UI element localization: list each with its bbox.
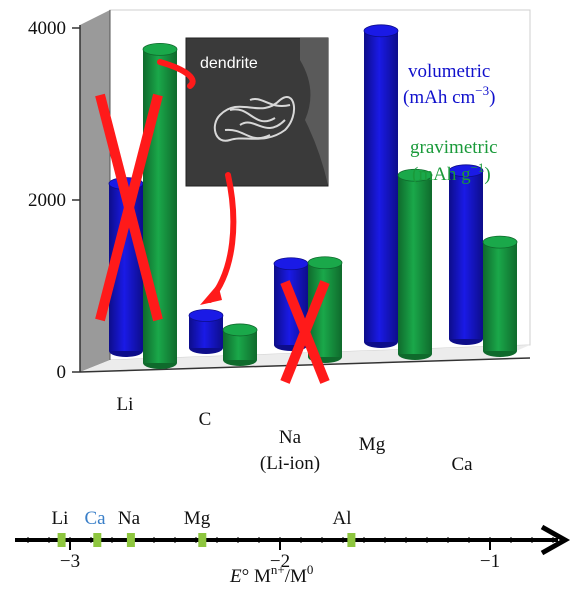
x-axis-line bbox=[79, 357, 531, 373]
bar-ca-volumetric bbox=[448, 164, 484, 345]
category-labels: Li C Na (Li-ion) Mg Ca bbox=[117, 394, 474, 475]
legend-gravimetric-line2: (mAh g−1) bbox=[412, 160, 491, 185]
bar-top bbox=[188, 309, 224, 322]
bar-top bbox=[363, 24, 399, 38]
bar-body bbox=[364, 30, 398, 342]
cross-out-na bbox=[280, 280, 330, 384]
bar-top bbox=[397, 168, 433, 182]
bar-c-volumetric bbox=[188, 309, 224, 354]
potential-tick-label: −3 bbox=[60, 551, 80, 572]
arrow-head bbox=[200, 284, 222, 305]
category-label-na: Na bbox=[279, 427, 302, 448]
potential-marker-na bbox=[126, 533, 135, 547]
bar-top bbox=[482, 235, 518, 249]
inset-dendrite-structure bbox=[213, 96, 296, 142]
potential-marker-ca bbox=[93, 533, 102, 547]
bar-li-gravimetric bbox=[142, 42, 178, 369]
cross-out-group bbox=[95, 93, 330, 384]
bar-top bbox=[273, 257, 309, 271]
bar-mg-volumetric bbox=[363, 24, 399, 348]
dendrite-inset: dendrite bbox=[185, 37, 329, 187]
bar-body bbox=[398, 175, 432, 354]
inset-substrate bbox=[300, 38, 328, 185]
potential-marker-label-na: Na bbox=[118, 508, 141, 529]
legend-volumetric-line1: volumetric bbox=[408, 61, 490, 82]
bar-body bbox=[449, 170, 483, 339]
bar-mg-gravimetric bbox=[397, 168, 433, 360]
category-sublabel: (Li-ion) bbox=[260, 453, 320, 474]
bar-ca-gravimetric bbox=[482, 235, 518, 357]
potential-axis: E° Mn+/M0 −3 −2 −1 Li Ca Na Mg Al bbox=[15, 508, 571, 587]
potential-tick-label: −1 bbox=[480, 551, 500, 572]
legend-gravimetric-line1: gravimetric bbox=[410, 137, 498, 158]
bar-top bbox=[448, 164, 484, 178]
potential-marker-label-ca: Ca bbox=[84, 508, 106, 529]
cross-out-li bbox=[95, 93, 163, 322]
category-label-ca: Ca bbox=[451, 454, 473, 475]
potential-tick-label: −2 bbox=[270, 551, 290, 572]
y-tick-label: 2000 bbox=[28, 190, 66, 211]
bar-top bbox=[307, 256, 343, 270]
inset-label: dendrite bbox=[200, 55, 258, 72]
potential-axis-title: E° Mn+/M0 bbox=[229, 562, 313, 587]
potential-axis-arrowhead bbox=[540, 524, 571, 556]
legend-volumetric-line2: (mAh cm−3) bbox=[403, 83, 495, 108]
potential-marker-li bbox=[57, 533, 66, 547]
bar-body bbox=[483, 242, 517, 351]
y-tick-label: 4000 bbox=[28, 18, 66, 39]
y-axis-ticks: 0 2000 4000 bbox=[28, 18, 80, 383]
potential-marker-label-al: Al bbox=[333, 508, 352, 529]
potential-marker-mg bbox=[198, 533, 207, 547]
potential-marker-label-mg: Mg bbox=[184, 508, 211, 529]
potential-marker-al bbox=[347, 533, 356, 547]
legend: volumetric (mAh cm−3) gravimetric (mAh g… bbox=[403, 61, 498, 185]
potential-marker-label-li: Li bbox=[52, 508, 69, 529]
category-label-li: Li bbox=[117, 394, 134, 415]
category-label-mg: Mg bbox=[359, 434, 386, 455]
category-label-c: C bbox=[199, 409, 212, 430]
bar-top bbox=[142, 42, 178, 56]
bar-top bbox=[222, 323, 258, 337]
y-tick-label: 0 bbox=[57, 362, 67, 383]
bar-c-gravimetric bbox=[222, 323, 258, 366]
